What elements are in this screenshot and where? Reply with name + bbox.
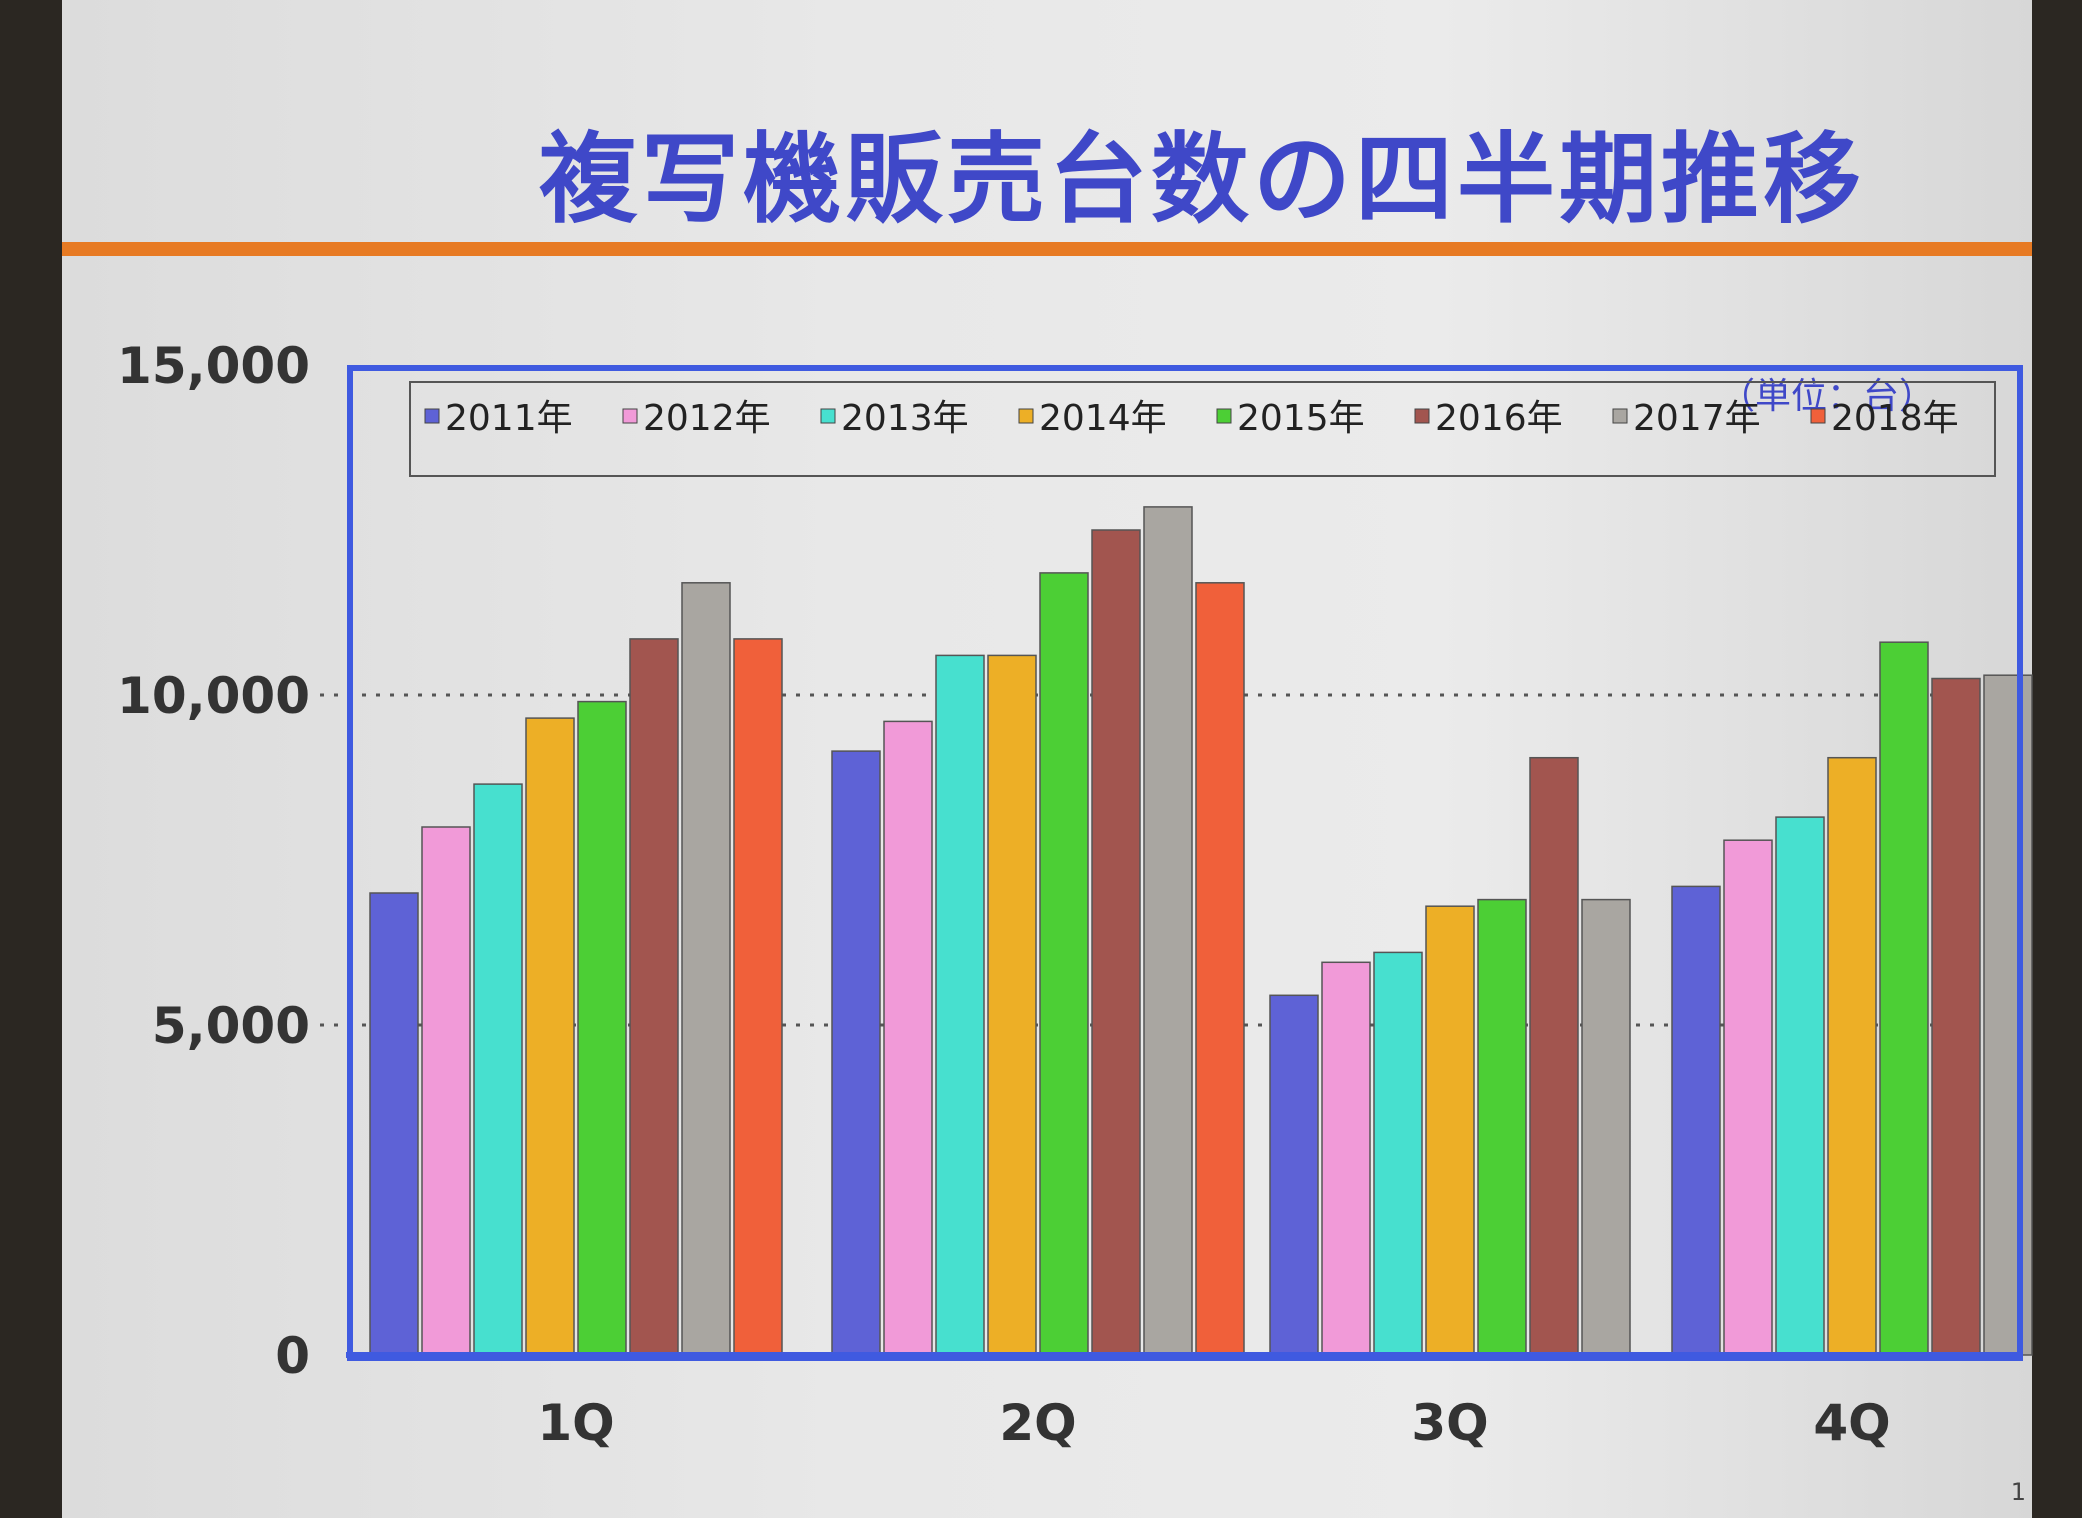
bar-2Q-2012年	[883, 720, 933, 1356]
bar-4Q-2011年	[1671, 885, 1721, 1356]
x-tick-label: 4Q	[1813, 1394, 1890, 1452]
bar-2Q-2015年	[1039, 572, 1089, 1356]
legend-swatch	[1216, 408, 1232, 424]
bar-1Q-2011年	[369, 892, 419, 1356]
legend-swatch	[1810, 408, 1826, 424]
x-axis: 1Q 2Q 3Q 4Q	[537, 1394, 1890, 1452]
y-tick-label: 10,000	[117, 667, 310, 725]
x-tick-label: 2Q	[999, 1394, 1076, 1452]
legend-swatch	[1612, 408, 1628, 424]
bar-3Q-2013年	[1373, 951, 1423, 1356]
legend-label: 2011年	[445, 398, 573, 439]
legend-swatch	[820, 408, 836, 424]
bar-4Q-2014年	[1827, 756, 1877, 1356]
bar-4Q-2017年	[1983, 674, 2033, 1356]
legend-swatch	[622, 408, 638, 424]
bar-2Q-2016年	[1091, 529, 1141, 1356]
bar-4Q-2012年	[1723, 839, 1773, 1356]
y-tick-label: 5,000	[152, 997, 310, 1055]
y-axis: 0 5,000 10,000 15,000	[117, 337, 310, 1385]
bar-2Q-2017年	[1143, 506, 1193, 1356]
bar-1Q-2015年	[577, 700, 627, 1356]
legend-swatch	[1414, 408, 1430, 424]
bar-2Q-2013年	[935, 654, 985, 1356]
bar-4Q-2013年	[1775, 816, 1825, 1356]
legend-label: 2014年	[1039, 398, 1167, 439]
legend-swatch	[1018, 408, 1034, 424]
bar-1Q-2012年	[421, 826, 471, 1356]
bar-4Q-2015年	[1879, 641, 1929, 1356]
bar-1Q-2014年	[525, 717, 575, 1356]
bars	[346, 506, 2033, 1358]
legend: 2011年 2012年 2013年 2014年 2015年 2016年 2017年 2018年	[409, 381, 1996, 477]
legend-box	[409, 381, 1996, 477]
x-tick-label: 1Q	[537, 1394, 614, 1452]
page-number: 1	[2010, 1478, 2026, 1506]
bar-3Q-2015年	[1477, 898, 1527, 1356]
bar-2Q-2011年	[831, 750, 881, 1356]
bar-4Q-2016年	[1931, 677, 1981, 1356]
plot-frame	[347, 365, 2023, 1361]
legend-label: 2017年	[1633, 398, 1761, 439]
bar-3Q-2016年	[1529, 756, 1579, 1356]
legend-label: 2012年	[643, 398, 771, 439]
bar-1Q-2018年	[733, 638, 783, 1356]
bar-1Q-2013年	[473, 783, 523, 1356]
legend-label: 2015年	[1237, 398, 1365, 439]
bar-3Q-2014年	[1425, 905, 1475, 1356]
bar-3Q-2012年	[1321, 961, 1371, 1356]
bar-1Q-2017年	[681, 582, 731, 1356]
bar-3Q-2017年	[1581, 898, 1631, 1356]
slide-title: 複写機販売台数の四半期推移	[538, 123, 1865, 237]
legend-label: 2018年	[1831, 398, 1959, 439]
x-tick-label: 3Q	[1411, 1394, 1488, 1452]
bar-2Q-2018年	[1195, 582, 1245, 1356]
legend-label: 2016年	[1435, 398, 1563, 439]
y-tick-label: 15,000	[117, 337, 310, 395]
bar-1Q-2016年	[629, 638, 679, 1356]
legend-label: 2013年	[841, 398, 969, 439]
bar-2Q-2014年	[987, 654, 1037, 1356]
legend-swatch	[424, 408, 440, 424]
title-rule	[62, 242, 2032, 256]
y-tick-label: 0	[275, 1327, 310, 1385]
bar-3Q-2011年	[1269, 994, 1319, 1356]
